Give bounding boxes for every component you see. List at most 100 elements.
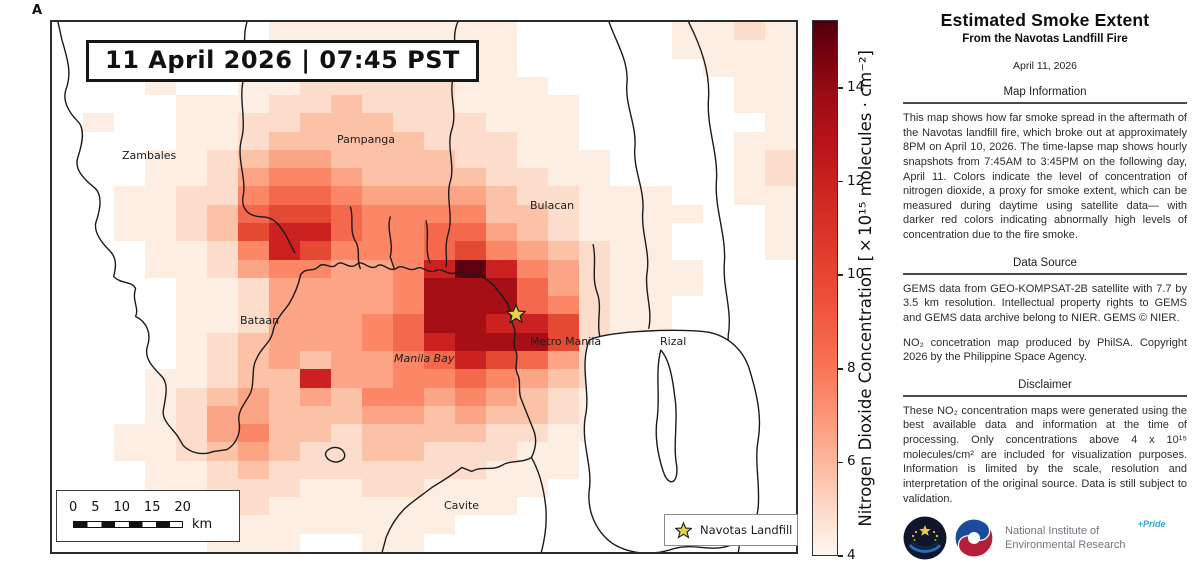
heatmap-cell [610,204,641,224]
heatmap-cell [300,497,331,516]
heatmap-cell [207,405,238,425]
heatmap-cell [548,259,579,278]
heatmap-cell [145,149,176,169]
heatmap-cell [455,442,486,461]
heatmap-cell [517,296,548,315]
heatmap-cell [269,149,300,169]
heatmap-cell [362,442,393,461]
heatmap-cell [83,113,114,132]
disclaimer-text: These NO₂ concentration maps were genera… [903,404,1187,505]
heatmap-cell [362,332,393,351]
heatmap-cell [331,277,362,297]
scalebar-tick: 10 [113,499,130,515]
heatmap-cell [517,259,548,278]
heatmap-cell [765,478,796,498]
heatmap-cell [114,405,145,425]
pride-mark: +Pride [1137,518,1166,529]
philsa-logo [903,516,947,560]
heatmap-cell [145,460,176,479]
heatmap-cell [455,168,486,187]
heatmap-cell [207,387,238,406]
heatmap-cell [703,95,734,114]
heatmap-cell [331,296,362,315]
heatmap-cell [672,149,703,169]
heatmap-cell [145,424,176,443]
heatmap-cell [455,533,486,552]
heatmap-cell [114,113,145,132]
heatmap-cell [548,76,579,96]
heatmap-cell [362,95,393,114]
heatmap-cell [486,76,517,96]
colorbar-tick-mark [838,555,843,557]
heatmap-cell [269,95,300,114]
heatmap-cell [455,204,486,224]
heatmap-cell [114,204,145,224]
heatmap-cell [362,22,393,41]
heatmap-cell [176,113,207,132]
heatmap-cell [486,223,517,242]
heatmap-cell [331,478,362,498]
heatmap-cell [269,22,300,41]
heatmap-cell [331,259,362,278]
heatmap-cell [269,387,300,406]
heatmap-cell [331,314,362,333]
heatmap-cell [641,168,672,187]
heatmap-cell [331,241,362,260]
heatmap-cell [486,332,517,351]
heatmap-cell [269,442,300,461]
label-zambales: Zambales [122,149,177,162]
heatmap-cell [145,442,176,461]
heatmap-cell [424,204,455,224]
heatmap-cell [176,369,207,388]
heatmap-cell [703,223,734,242]
heatmap-cell [424,369,455,388]
heatmap-cell [579,58,610,77]
heatmap-cell [703,22,734,41]
heatmap-cell [424,95,455,114]
heatmap-cell [579,168,610,187]
heatmap-cell [300,277,331,297]
colorbar-tick-mark [838,367,843,370]
heatmap-cell [362,314,393,333]
heatmap-cell [672,241,703,260]
heatmap-cell [672,223,703,242]
heatmap-cell [176,149,207,169]
heatmap-cell [300,460,331,479]
heatmap-cell [362,387,393,406]
heatmap-cell [424,478,455,498]
heatmap-cell [610,168,641,187]
heatmap-cell [300,241,331,260]
heatmap-cell [393,332,424,351]
heatmap-cell [517,204,548,224]
heatmap-cell [238,478,269,498]
heatmap-cell [207,113,238,132]
heatmap-cell [455,424,486,443]
heatmap-cell [300,22,331,41]
heatmap-cell [393,314,424,333]
heatmap-cell [424,259,455,278]
heatmap-cell [52,149,83,169]
heatmap-cell [455,369,486,388]
heatmap-cell [548,460,579,479]
heatmap-cell [238,497,269,516]
heatmap-cell [331,113,362,132]
heatmap-cell [641,22,672,41]
heatmap-cell [362,186,393,205]
colorbar-tick-mark [838,87,843,89]
heatmap-cell [269,259,300,278]
heatmap-cell [765,149,796,169]
heatmap-cell [300,515,331,534]
heatmap-cell [300,533,331,552]
scalebar-bar [73,520,183,528]
heatmap-cell [300,113,331,132]
heatmap-cell [300,131,331,150]
heatmap-cell [83,22,114,41]
heatmap-cell [269,277,300,297]
heatmap-cell [579,277,610,297]
heatmap-cell [145,332,176,351]
heatmap-cell [83,259,114,278]
heatmap-cell [548,186,579,205]
heatmap-cell [114,369,145,388]
heatmap-cell [734,314,765,333]
heatmap-cell [734,223,765,242]
